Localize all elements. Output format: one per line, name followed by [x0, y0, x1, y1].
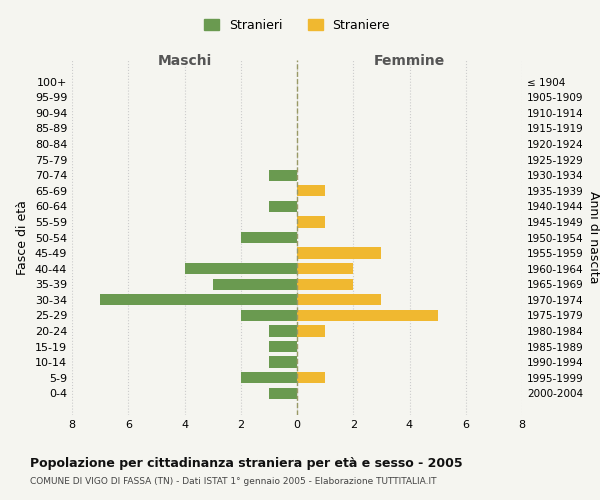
Bar — [269, 170, 297, 181]
Bar — [269, 341, 297, 352]
Bar — [269, 356, 297, 368]
Text: Femmine: Femmine — [374, 54, 445, 68]
Legend: Stranieri, Straniere: Stranieri, Straniere — [199, 14, 395, 37]
Bar — [297, 294, 382, 306]
Bar — [241, 372, 297, 384]
Bar — [212, 278, 297, 290]
Text: COMUNE DI VIGO DI FASSA (TN) - Dati ISTAT 1° gennaio 2005 - Elaborazione TUTTITA: COMUNE DI VIGO DI FASSA (TN) - Dati ISTA… — [30, 478, 437, 486]
Bar — [297, 216, 325, 228]
Bar — [297, 326, 325, 336]
Bar — [269, 200, 297, 212]
Bar — [241, 310, 297, 321]
Bar — [185, 263, 297, 274]
Y-axis label: Fasce di età: Fasce di età — [16, 200, 29, 275]
Text: Maschi: Maschi — [157, 54, 212, 68]
Bar — [297, 185, 325, 196]
Bar — [297, 248, 382, 258]
Bar — [269, 326, 297, 336]
Y-axis label: Anni di nascita: Anni di nascita — [587, 191, 600, 284]
Bar — [297, 372, 325, 384]
Bar — [297, 278, 353, 290]
Bar — [269, 388, 297, 399]
Bar — [100, 294, 297, 306]
Bar — [241, 232, 297, 243]
Bar — [297, 310, 437, 321]
Text: Popolazione per cittadinanza straniera per età e sesso - 2005: Popolazione per cittadinanza straniera p… — [30, 458, 463, 470]
Bar — [297, 263, 353, 274]
